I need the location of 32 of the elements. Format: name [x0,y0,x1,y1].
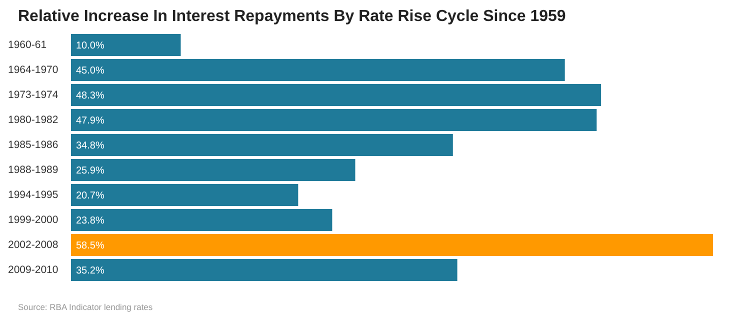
data-label: 47.9% [76,116,104,127]
data-label: 10.0% [76,40,104,52]
y-tick-label: 1960-61 [8,39,47,52]
bar [71,34,181,56]
data-label: 45.0% [76,66,104,77]
bar [71,159,356,181]
bar [71,234,713,256]
data-label: 23.8% [76,216,104,227]
data-label: 25.9% [76,166,104,177]
y-tick-label: 1999-2000 [8,214,58,226]
source-note: Source: RBA Indicator lending rates [18,302,154,312]
y-tick-label: 1988-1989 [8,164,58,176]
y-tick-label: 1994-1995 [8,189,58,202]
bar [71,59,565,81]
data-label: 58.5% [76,240,104,252]
data-label: 48.3% [76,90,104,102]
y-tick-label: 2002-2008 [8,239,58,252]
bar [71,84,602,106]
data-label: 20.7% [76,190,104,202]
bar [71,209,332,231]
y-tick-label: 1964-1970 [8,64,58,76]
y-tick-label: 1980-1982 [8,114,58,126]
data-label: 34.8% [76,140,104,152]
y-tick-label: 1985-1986 [8,139,58,152]
chart-title: Relative Increase In Interest Repayments By Rate Rise Cycle Since 1959 [18,8,567,26]
bar [71,259,458,281]
bar [71,134,453,156]
bar [71,109,597,131]
bar [71,184,298,206]
y-tick-label: 2009-2010 [8,264,58,276]
data-label: 35.2% [76,266,104,277]
y-tick-label: 1973-1974 [8,89,58,102]
